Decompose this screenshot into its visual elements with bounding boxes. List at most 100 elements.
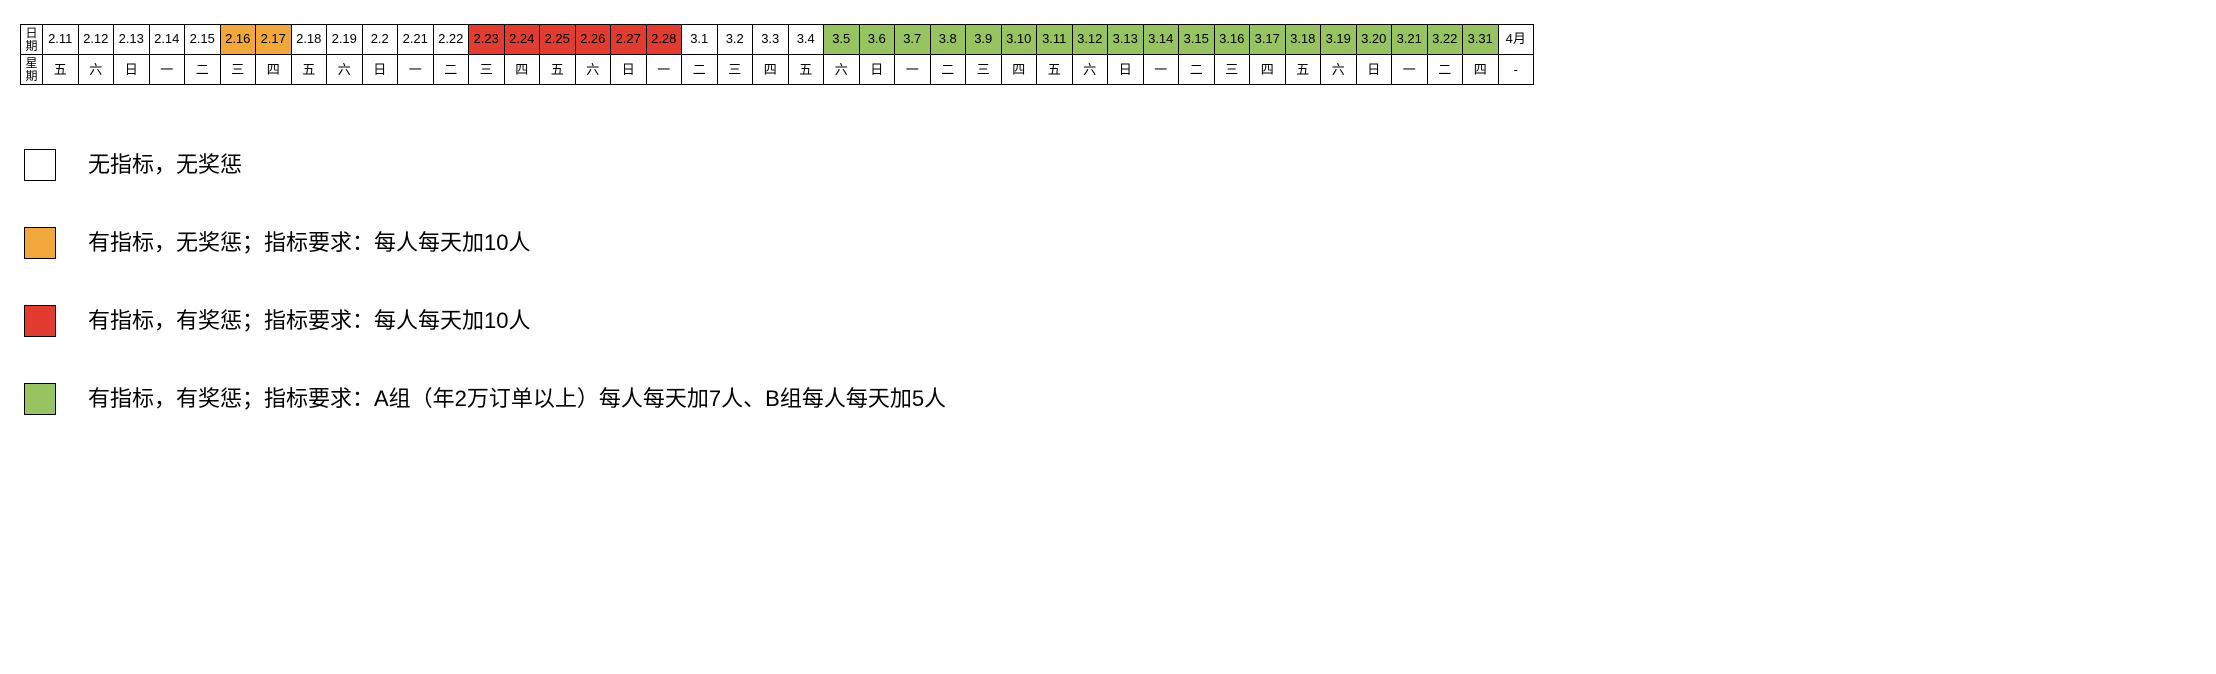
calendar-date-cell: 3.17 [1250, 25, 1286, 55]
calendar-weekday-cell: 三 [1214, 55, 1250, 85]
calendar-row-weekday: 星期 五六日一二三四五六日一二三四五六日一二三四五六日一二三四五六日一二三四五六… [21, 55, 1534, 85]
calendar-weekday-cell: 六 [575, 55, 611, 85]
calendar-date-cell: 2.27 [611, 25, 647, 55]
calendar-date-cell: 3.8 [930, 25, 966, 55]
calendar-table-wrap: 日期 2.112.122.132.142.152.162.172.182.192… [20, 24, 2196, 85]
calendar-row-weekday-header: 星期 [21, 55, 43, 85]
legend-row: 有指标，有奖惩；指标要求：每人每天加10人 [20, 305, 2196, 337]
calendar-date-cell: 3.15 [1179, 25, 1215, 55]
calendar-weekday-cell: 一 [1143, 55, 1179, 85]
calendar-weekday-cell: 日 [114, 55, 150, 85]
calendar-weekday-cell: 日 [611, 55, 647, 85]
calendar-date-cell: 4月 [1498, 25, 1534, 55]
calendar-weekday-cell: 一 [1392, 55, 1428, 85]
calendar-weekday-cell: 四 [1001, 55, 1037, 85]
calendar-date-cell: 3.12 [1072, 25, 1108, 55]
legend-text: 无指标，无奖惩 [88, 150, 242, 181]
calendar-weekday-cell: 六 [78, 55, 114, 85]
calendar-weekday-cell: 六 [327, 55, 363, 85]
calendar-date-cell: 2.26 [575, 25, 611, 55]
calendar-date-cell: 3.16 [1214, 25, 1250, 55]
calendar-date-cell: 2.24 [504, 25, 540, 55]
calendar-date-cell: 3.10 [1001, 25, 1037, 55]
calendar-weekday-cell: 四 [753, 55, 789, 85]
calendar-date-cell: 2.22 [433, 25, 469, 55]
calendar-date-cell: 2.2 [362, 25, 398, 55]
calendar-weekday-cell: 五 [43, 55, 79, 85]
calendar-date-cell: 2.23 [469, 25, 505, 55]
legend-row: 无指标，无奖惩 [20, 149, 2196, 181]
calendar-date-cell: 2.11 [43, 25, 79, 55]
calendar-weekday-cell: 五 [540, 55, 576, 85]
calendar-weekday-cell: 二 [1179, 55, 1215, 85]
calendar-weekday-cell: 三 [966, 55, 1002, 85]
calendar-weekday-cell: 二 [433, 55, 469, 85]
calendar-weekday-cell: 日 [859, 55, 895, 85]
calendar-weekday-cell: 四 [1463, 55, 1499, 85]
calendar-weekday-cell: 三 [220, 55, 256, 85]
calendar-date-cell: 2.17 [256, 25, 292, 55]
calendar-date-cell: 3.18 [1285, 25, 1321, 55]
calendar-weekday-cell: 五 [788, 55, 824, 85]
calendar-weekday-cell: 五 [1285, 55, 1321, 85]
calendar-weekday-cell: 五 [291, 55, 327, 85]
legend-swatch [24, 227, 56, 259]
calendar-date-cell: 3.19 [1321, 25, 1357, 55]
calendar-date-cell: 2.21 [398, 25, 434, 55]
calendar-date-cell: 3.31 [1463, 25, 1499, 55]
calendar-weekday-cell: 三 [717, 55, 753, 85]
calendar-weekday-cell: 二 [185, 55, 221, 85]
legend-row: 有指标，无奖惩；指标要求：每人每天加10人 [20, 227, 2196, 259]
calendar-date-cell: 2.13 [114, 25, 150, 55]
calendar-date-cell: 3.5 [824, 25, 860, 55]
legend: 无指标，无奖惩有指标，无奖惩；指标要求：每人每天加10人有指标，有奖惩；指标要求… [20, 149, 2196, 415]
legend-text: 有指标，有奖惩；指标要求：A组（年2万订单以上）每人每天加7人、B组每人每天加5… [88, 384, 946, 415]
legend-swatch [24, 305, 56, 337]
calendar-date-cell: 2.12 [78, 25, 114, 55]
legend-swatch [24, 149, 56, 181]
calendar-weekday-cell: 二 [930, 55, 966, 85]
calendar-weekday-cell: 一 [895, 55, 931, 85]
calendar-date-cell: 3.13 [1108, 25, 1144, 55]
calendar-weekday-cell: 四 [256, 55, 292, 85]
legend-text: 有指标，无奖惩；指标要求：每人每天加10人 [88, 228, 530, 259]
legend-text: 有指标，有奖惩；指标要求：每人每天加10人 [88, 306, 530, 337]
calendar-date-cell: 3.3 [753, 25, 789, 55]
calendar-weekday-cell: - [1498, 55, 1534, 85]
calendar-date-cell: 3.9 [966, 25, 1002, 55]
calendar-weekday-cell: 六 [824, 55, 860, 85]
calendar-date-cell: 2.14 [149, 25, 185, 55]
calendar-date-cell: 2.18 [291, 25, 327, 55]
calendar-weekday-cell: 一 [398, 55, 434, 85]
calendar-weekday-cell: 日 [362, 55, 398, 85]
calendar-weekday-cell: 二 [1427, 55, 1463, 85]
calendar-date-cell: 2.16 [220, 25, 256, 55]
calendar-date-cell: 3.1 [682, 25, 718, 55]
legend-swatch [24, 383, 56, 415]
calendar-date-cell: 3.14 [1143, 25, 1179, 55]
calendar-date-cell: 3.22 [1427, 25, 1463, 55]
calendar-date-cell: 2.28 [646, 25, 682, 55]
calendar-date-cell: 2.15 [185, 25, 221, 55]
calendar-weekday-cell: 日 [1108, 55, 1144, 85]
calendar-date-cell: 3.20 [1356, 25, 1392, 55]
calendar-row-date-header: 日期 [21, 25, 43, 55]
calendar-weekday-cell: 一 [149, 55, 185, 85]
calendar-table: 日期 2.112.122.132.142.152.162.172.182.192… [20, 24, 1534, 85]
calendar-weekday-cell: 六 [1321, 55, 1357, 85]
calendar-weekday-cell: 五 [1037, 55, 1073, 85]
calendar-date-cell: 2.25 [540, 25, 576, 55]
calendar-date-cell: 2.19 [327, 25, 363, 55]
calendar-row-date: 日期 2.112.122.132.142.152.162.172.182.192… [21, 25, 1534, 55]
calendar-weekday-cell: 三 [469, 55, 505, 85]
calendar-date-cell: 3.21 [1392, 25, 1428, 55]
calendar-date-cell: 3.6 [859, 25, 895, 55]
calendar-weekday-cell: 日 [1356, 55, 1392, 85]
legend-row: 有指标，有奖惩；指标要求：A组（年2万订单以上）每人每天加7人、B组每人每天加5… [20, 383, 2196, 415]
calendar-date-cell: 3.7 [895, 25, 931, 55]
calendar-weekday-cell: 四 [1250, 55, 1286, 85]
calendar-weekday-cell: 六 [1072, 55, 1108, 85]
calendar-date-cell: 3.2 [717, 25, 753, 55]
calendar-weekday-cell: 二 [682, 55, 718, 85]
calendar-date-cell: 3.11 [1037, 25, 1073, 55]
